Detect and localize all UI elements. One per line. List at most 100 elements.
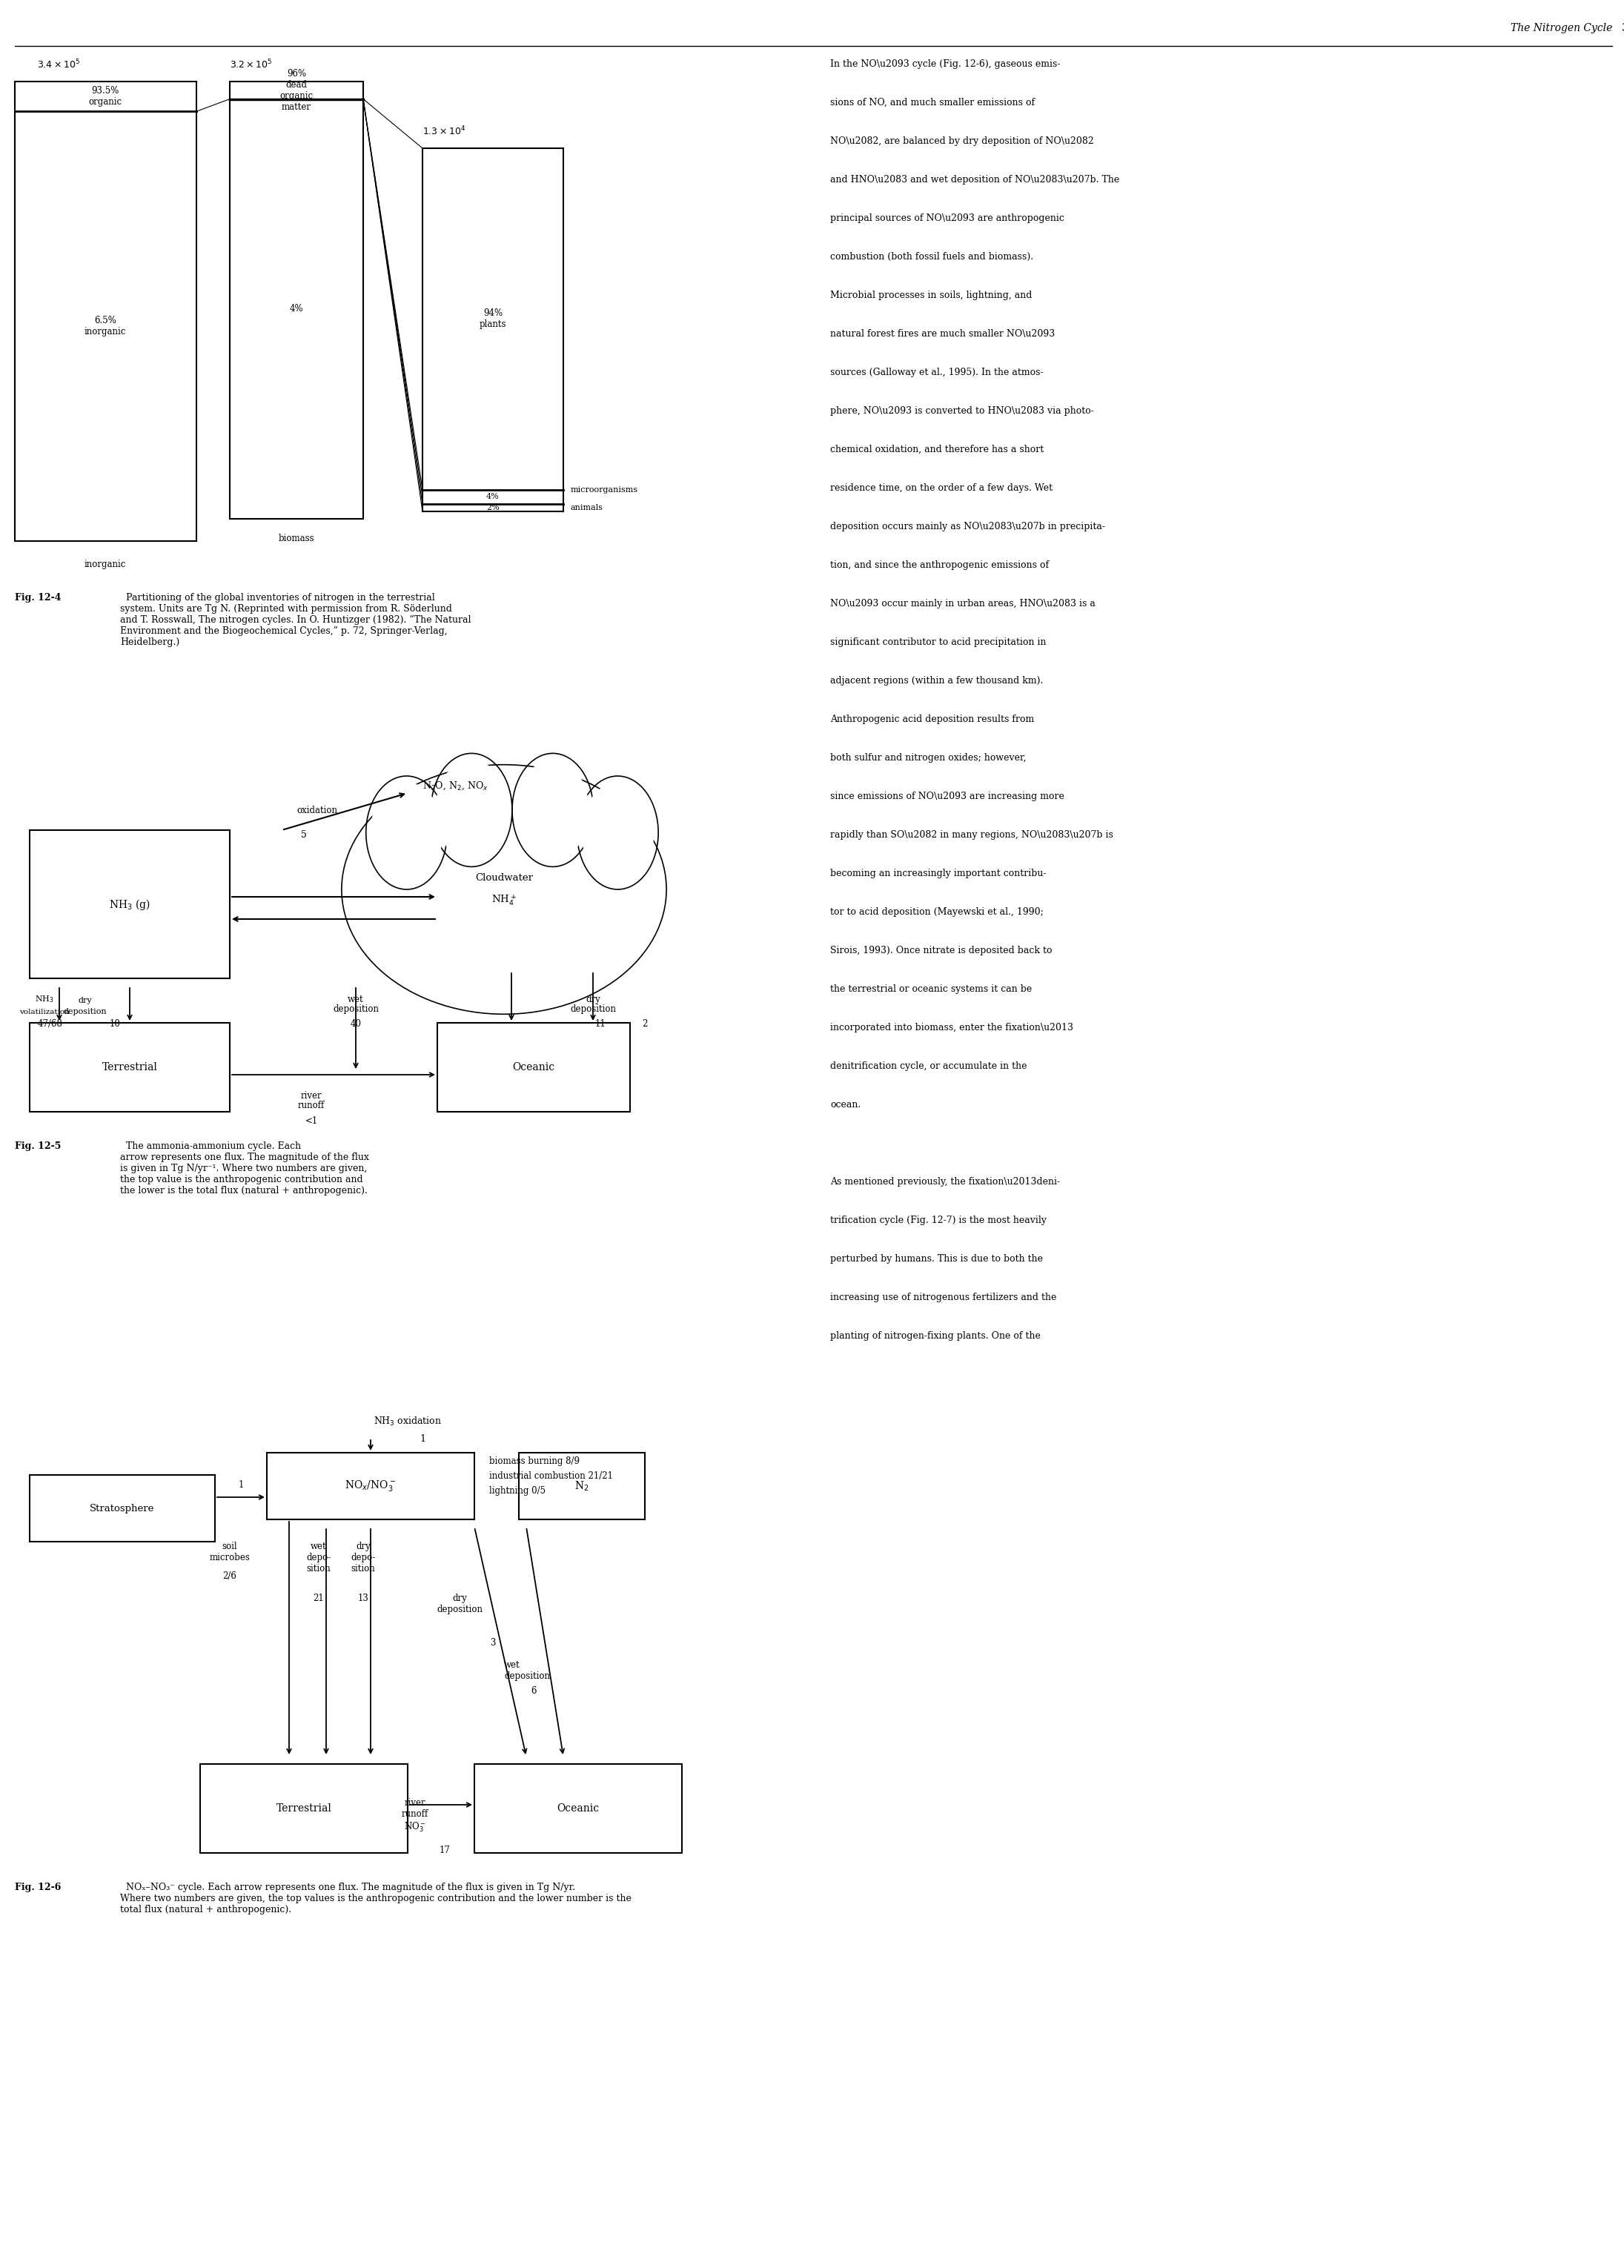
Text: NOₓ–NO₃⁻ cycle. Each arrow represents one flux. The magnitude of the flux is giv: NOₓ–NO₃⁻ cycle. Each arrow represents on… <box>120 1882 632 1914</box>
Bar <box>229 82 364 519</box>
Text: Terrestrial: Terrestrial <box>102 1061 158 1073</box>
Text: 2/6: 2/6 <box>222 1572 237 1581</box>
Text: dry: dry <box>78 998 93 1005</box>
Circle shape <box>516 760 588 860</box>
Text: natural forest fires are much smaller NO\u2093: natural forest fires are much smaller NO… <box>830 329 1056 338</box>
Text: The ammonia-ammonium cycle. Each
arrow represents one flux. The magnitude of the: The ammonia-ammonium cycle. Each arrow r… <box>120 1141 369 1195</box>
Text: 3: 3 <box>490 1637 495 1647</box>
Text: and HNO\u2083 and wet deposition of NO\u2083\u207b. The: and HNO\u2083 and wet deposition of NO\u… <box>830 175 1119 184</box>
Text: NH$_3$ (g): NH$_3$ (g) <box>109 898 151 912</box>
Text: 1: 1 <box>239 1481 244 1490</box>
Text: Microbial processes in soils, lightning, and: Microbial processes in soils, lightning,… <box>830 290 1031 299</box>
Text: Stratosphere: Stratosphere <box>89 1504 154 1513</box>
Text: 40: 40 <box>351 1018 362 1030</box>
Text: river: river <box>300 1091 322 1100</box>
Text: 5: 5 <box>300 830 307 839</box>
Text: deposition: deposition <box>63 1007 107 1016</box>
Text: NO\u2093 occur mainly in urban areas, HNO\u2083 is a: NO\u2093 occur mainly in urban areas, HN… <box>830 599 1096 608</box>
Bar <box>29 1474 214 1542</box>
Text: dry
deposition: dry deposition <box>437 1594 482 1615</box>
Text: NO\u2082, are balanced by dry deposition of NO\u2082: NO\u2082, are balanced by dry deposition… <box>830 136 1095 145</box>
Text: denitrification cycle, or accumulate in the: denitrification cycle, or accumulate in … <box>830 1061 1026 1070</box>
Text: dry: dry <box>586 996 601 1005</box>
Circle shape <box>581 782 653 882</box>
Text: principal sources of NO\u2093 are anthropogenic: principal sources of NO\u2093 are anthro… <box>830 213 1064 222</box>
Text: 17: 17 <box>438 1846 450 1855</box>
Circle shape <box>435 760 507 860</box>
Text: since emissions of NO\u2093 are increasing more: since emissions of NO\u2093 are increasi… <box>830 792 1064 801</box>
Text: 333: 333 <box>1613 23 1624 34</box>
Text: animals: animals <box>570 503 604 513</box>
Text: N$_2$O, N$_2$, NO$_x$: N$_2$O, N$_2$, NO$_x$ <box>422 780 489 792</box>
Text: perturbed by humans. This is due to both the: perturbed by humans. This is due to both… <box>830 1254 1043 1263</box>
Text: 6: 6 <box>531 1685 536 1696</box>
Text: adjacent regions (within a few thousand km).: adjacent regions (within a few thousand … <box>830 676 1043 685</box>
Text: wet
depo-
sition: wet depo- sition <box>307 1542 331 1574</box>
Text: 21: 21 <box>313 1594 325 1603</box>
Text: trification cycle (Fig. 12-7) is the most heavily: trification cycle (Fig. 12-7) is the mos… <box>830 1216 1046 1225</box>
Text: sources (Galloway et al., 1995). In the atmos-: sources (Galloway et al., 1995). In the … <box>830 367 1043 376</box>
Text: tor to acid deposition (Mayewski et al., 1990;: tor to acid deposition (Mayewski et al.,… <box>830 907 1044 916</box>
Text: NO$_x$/NO$_3^-$: NO$_x$/NO$_3^-$ <box>344 1479 396 1492</box>
Text: dry
depo-
sition: dry depo- sition <box>351 1542 375 1574</box>
Text: becoming an increasingly important contribu-: becoming an increasingly important contr… <box>830 869 1046 878</box>
Text: 93.5%
organic: 93.5% organic <box>89 86 122 107</box>
Text: ocean.: ocean. <box>830 1100 861 1109</box>
Text: biomass: biomass <box>278 533 315 544</box>
Bar <box>422 147 564 510</box>
Text: 4%: 4% <box>289 304 304 313</box>
Text: 2%: 2% <box>486 503 500 513</box>
Bar <box>29 830 229 978</box>
Text: deposition: deposition <box>333 1005 378 1014</box>
Text: volatilization: volatilization <box>19 1009 70 1016</box>
Text: Terrestrial: Terrestrial <box>276 1803 331 1814</box>
Text: Fig. 12-5: Fig. 12-5 <box>15 1141 62 1152</box>
Text: Fig. 12-4: Fig. 12-4 <box>15 592 62 603</box>
Text: 4%: 4% <box>486 492 500 501</box>
Text: In the NO\u2093 cycle (Fig. 12-6), gaseous emis-: In the NO\u2093 cycle (Fig. 12-6), gaseo… <box>830 59 1060 68</box>
Text: Anthropogenic acid deposition results from: Anthropogenic acid deposition results fr… <box>830 714 1034 723</box>
Text: 94%
plants: 94% plants <box>479 308 507 329</box>
Text: sions of NO, and much smaller emissions of: sions of NO, and much smaller emissions … <box>830 98 1034 107</box>
Text: both sulfur and nitrogen oxides; however,: both sulfur and nitrogen oxides; however… <box>830 753 1026 762</box>
Text: $1.3 \times 10^4$: $1.3 \times 10^4$ <box>422 125 466 136</box>
Text: phere, NO\u2093 is converted to HNO\u2083 via photo-: phere, NO\u2093 is converted to HNO\u208… <box>830 406 1095 415</box>
Text: Cloudwater: Cloudwater <box>476 873 533 882</box>
Text: lightning 0/5: lightning 0/5 <box>489 1486 546 1495</box>
Text: industrial combustion 21/21: industrial combustion 21/21 <box>489 1472 612 1481</box>
Text: NH$_3$: NH$_3$ <box>34 993 54 1005</box>
Text: deposition occurs mainly as NO\u2083\u207b in precipita-: deposition occurs mainly as NO\u2083\u20… <box>830 522 1106 531</box>
Text: N$_2$: N$_2$ <box>575 1479 590 1492</box>
Text: Fig. 12-6: Fig. 12-6 <box>15 1882 62 1892</box>
Text: <1: <1 <box>305 1116 318 1125</box>
Text: river
runoff
NO$_3^-$: river runoff NO$_3^-$ <box>401 1799 429 1833</box>
Text: residence time, on the order of a few days. Wet: residence time, on the order of a few da… <box>830 483 1052 492</box>
Bar <box>15 82 197 542</box>
Text: Partitioning of the global inventories of nitrogen in the terrestrial
system. Un: Partitioning of the global inventories o… <box>120 592 471 646</box>
Text: increasing use of nitrogenous fertilizers and the: increasing use of nitrogenous fertilizer… <box>830 1293 1057 1302</box>
Bar <box>474 1765 682 1853</box>
Text: 96%
dead
organic
matter: 96% dead organic matter <box>279 68 313 111</box>
Text: 1: 1 <box>419 1433 425 1445</box>
Text: tion, and since the anthropogenic emissions of: tion, and since the anthropogenic emissi… <box>830 560 1049 569</box>
Text: deposition: deposition <box>570 1005 615 1014</box>
Text: runoff: runoff <box>297 1100 325 1111</box>
Text: As mentioned previously, the fixation\u2013deni-: As mentioned previously, the fixation\u2… <box>830 1177 1060 1186</box>
Text: Sirois, 1993). Once nitrate is deposited back to: Sirois, 1993). Once nitrate is deposited… <box>830 946 1052 955</box>
Circle shape <box>370 782 442 882</box>
Text: soil
microbes: soil microbes <box>209 1542 250 1563</box>
Bar <box>200 1765 408 1853</box>
Text: wet: wet <box>348 996 364 1005</box>
Text: rapidly than SO\u2082 in many regions, NO\u2083\u207b is: rapidly than SO\u2082 in many regions, N… <box>830 830 1112 839</box>
Text: $3.4 \times 10^5$: $3.4 \times 10^5$ <box>37 59 80 70</box>
Text: 47/68: 47/68 <box>37 1018 63 1030</box>
Text: 2: 2 <box>641 1018 648 1030</box>
Bar <box>437 1023 630 1111</box>
Text: Oceanic: Oceanic <box>513 1061 555 1073</box>
Text: 6.5%
inorganic: 6.5% inorganic <box>84 315 127 336</box>
Text: 13: 13 <box>357 1594 369 1603</box>
Text: 10: 10 <box>109 1018 120 1030</box>
Text: wet
deposition: wet deposition <box>503 1660 551 1681</box>
Text: planting of nitrogen-fixing plants. One of the: planting of nitrogen-fixing plants. One … <box>830 1331 1041 1340</box>
Text: combustion (both fossil fuels and biomass).: combustion (both fossil fuels and biomas… <box>830 252 1033 261</box>
